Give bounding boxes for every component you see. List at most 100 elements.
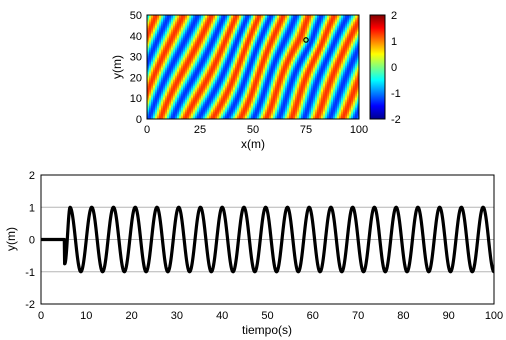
heatmap-cell [265, 51, 268, 54]
heatmap-cell [167, 87, 170, 90]
heatmap-cell [147, 91, 150, 94]
heatmap-cell [147, 103, 150, 106]
heatmap-cell [273, 25, 276, 28]
heatmap-cell [189, 53, 192, 56]
heatmap-cell [335, 57, 338, 60]
heatmap-cell [177, 117, 180, 119]
heatmap-cell [331, 27, 334, 30]
heatmap-cell [267, 41, 270, 44]
heatmap-cell [183, 99, 186, 102]
heatmap-cell [273, 31, 276, 34]
heatmap-cell [165, 31, 168, 34]
heatmap-cell [173, 101, 176, 104]
heatmap-cell [337, 39, 340, 42]
heatmap-cell [249, 105, 252, 108]
heatmap-cell [329, 91, 332, 94]
heatmap-cell [313, 105, 316, 108]
heatmap-cell [293, 53, 296, 56]
heatmap-cell [205, 79, 208, 82]
heatmap-cell [177, 67, 180, 70]
heatmap-cell [311, 99, 314, 102]
heatmap-cell [195, 31, 198, 34]
heatmap-cell [265, 85, 268, 88]
heatmap-cell [291, 101, 294, 104]
heatmap-cell [233, 91, 236, 94]
heatmap-cell [329, 71, 332, 74]
heatmap-cell [311, 103, 314, 106]
heatmap-cell [181, 95, 184, 98]
heatmap-cell [249, 23, 252, 26]
heatmap-cell [211, 103, 214, 106]
heatmap-cell [147, 63, 150, 66]
heatmap-cell [335, 75, 338, 78]
heatmap-cell [193, 95, 196, 98]
heatmap-cell [231, 15, 234, 18]
heatmap-cell [267, 91, 270, 94]
heatmap-cell [227, 105, 230, 108]
heatmap-cell [317, 89, 320, 92]
heatmap-cell [241, 49, 244, 52]
heatmap-cell [149, 81, 152, 84]
heatmap-cell [283, 65, 286, 68]
heatmap-cell [313, 69, 316, 72]
heatmap-cell [157, 113, 160, 116]
heatmap-cell [249, 91, 252, 94]
heatmap-cell [237, 17, 240, 20]
heatmap-cell [271, 71, 274, 74]
heatmap-cell [335, 73, 338, 76]
heatmap-cell [213, 79, 216, 82]
heatmap-cell [237, 85, 240, 88]
heatmap-cell [197, 55, 200, 58]
heatmap-cell [199, 65, 202, 68]
heatmap-cell [207, 15, 210, 18]
heatmap-cell [233, 35, 236, 38]
heatmap-cell [169, 77, 172, 80]
heatmap-cell [285, 83, 288, 86]
heatmap-cell [153, 99, 156, 102]
heatmap-cell [303, 59, 306, 62]
heatmap-cell [209, 67, 212, 70]
heatmap-cell [179, 31, 182, 34]
heatmap-cell [289, 111, 292, 114]
heatmap-cell [323, 75, 326, 78]
heatmap-cell [151, 23, 154, 26]
heatmap-cell [323, 37, 326, 40]
heatmap-cell [283, 47, 286, 50]
heatmap-cell [225, 61, 228, 64]
heatmap-cell [171, 63, 174, 66]
heatmap-cell [179, 91, 182, 94]
heatmap-cell [287, 77, 290, 80]
heatmap-cell [311, 109, 314, 112]
heatmap-cell [201, 77, 204, 80]
heatmap-cell [147, 55, 150, 58]
heatmap-cell [331, 57, 334, 60]
heatmap-cell [233, 51, 236, 54]
heatmap-cell [243, 95, 246, 98]
heatmap-cell [335, 113, 338, 116]
heatmap-cell [225, 41, 228, 44]
heatmap-cell [261, 55, 264, 58]
heatmap-cell [241, 63, 244, 66]
heatmap-cell [217, 91, 220, 94]
heatmap-cell [319, 53, 322, 56]
heatmap-cell [265, 65, 268, 68]
heatmap-cell [187, 35, 190, 38]
heatmap-cell [151, 93, 154, 96]
heatmap-cell [213, 39, 216, 42]
heatmap-cell [315, 45, 318, 48]
heatmap-cell [225, 53, 228, 56]
heatmap-cell [281, 113, 284, 116]
heatmap-cell [243, 25, 246, 28]
heatmap-cell [215, 115, 218, 118]
heatmap-cell [243, 103, 246, 106]
heatmap-cell [157, 75, 160, 78]
heatmap-cell [215, 81, 218, 84]
heatmap-cell [337, 19, 340, 22]
heatmap-cell [195, 81, 198, 84]
heatmap-cell [337, 41, 340, 44]
heatmap-cell [213, 113, 216, 116]
heatmap-cell [287, 29, 290, 32]
heatmap-cell [247, 25, 250, 28]
heatmap-cell [263, 65, 266, 68]
heatmap-cell [321, 45, 324, 48]
